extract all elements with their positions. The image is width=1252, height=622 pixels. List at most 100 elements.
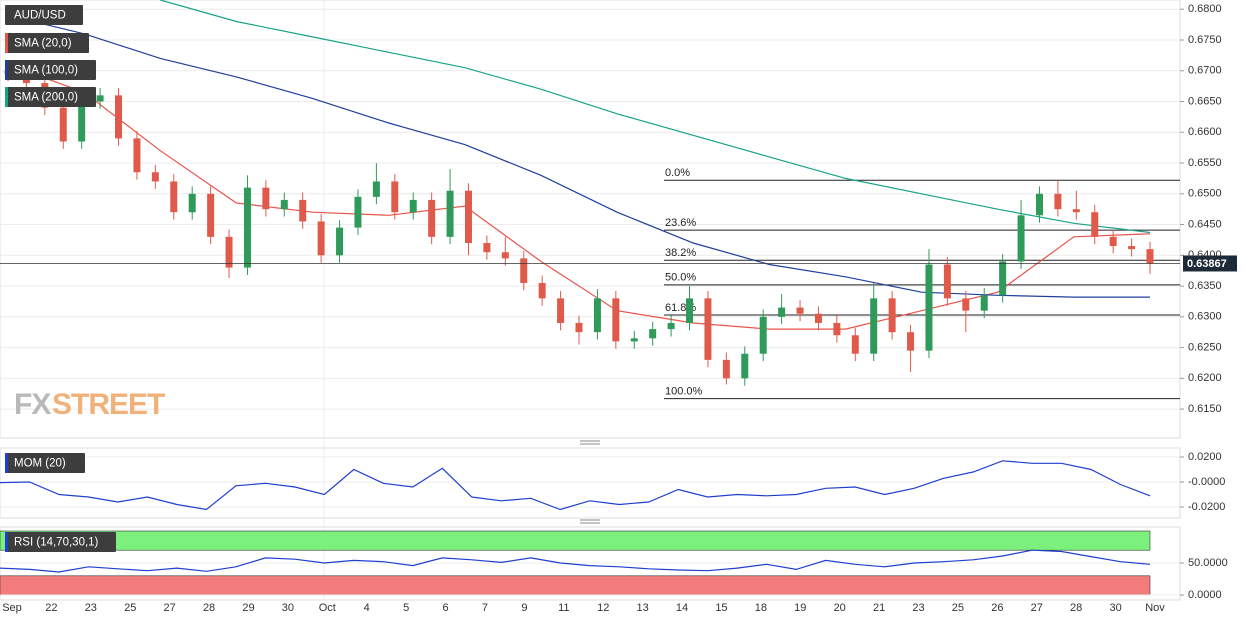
candle-body [538, 282, 546, 299]
indicator-line [0, 460, 1151, 511]
candle-body [778, 307, 786, 317]
legend-entry-box [5, 60, 96, 80]
y-tick-label: 0.6700 [1188, 65, 1222, 77]
x-tick-label: 20 [834, 602, 846, 614]
legend-entry: SMA (100,0) [14, 65, 78, 77]
candle-body [1146, 249, 1154, 264]
y-tick-label: 0.6750 [1188, 34, 1222, 46]
x-tick-label: Oct [319, 602, 336, 614]
y-tick-label: -0.0200 [1188, 501, 1225, 513]
x-tick-label: Nov [1145, 602, 1165, 614]
candle-body [667, 322, 675, 330]
fib-label: 23.6% [665, 217, 696, 229]
candle-body [428, 199, 436, 237]
candle-body [593, 298, 601, 333]
x-tick-label: 4 [364, 602, 370, 614]
candle-body [722, 359, 730, 379]
legend-entry-swatch [5, 33, 8, 53]
sma-line [160, 0, 1151, 234]
y-tick-label: 0.6550 [1188, 157, 1222, 169]
candle-body [575, 322, 583, 333]
legend-title-box [5, 5, 83, 25]
y-tick-label: 0.6600 [1188, 126, 1222, 138]
indicator-title-box [5, 453, 85, 473]
indicator-title-swatch [5, 453, 8, 473]
fib-label: 38.2% [665, 247, 696, 259]
candle-body [483, 242, 491, 253]
last-price-label: 0.63867 [1187, 258, 1227, 270]
candle-body [1017, 215, 1025, 262]
candle-body [170, 181, 178, 213]
y-tick-label: 0.6500 [1188, 188, 1222, 200]
candle-body [151, 172, 159, 182]
x-tick-label: 22 [45, 602, 57, 614]
y-tick-label: 0.6150 [1188, 403, 1222, 415]
x-tick-label: 18 [755, 602, 767, 614]
candle-body [133, 138, 141, 173]
indicator-title: RSI (14,70,30,1) [14, 537, 99, 549]
y-tick-label: 0.6300 [1188, 311, 1222, 323]
candle-body [188, 193, 196, 213]
last-price-box [1183, 255, 1237, 272]
candle-body [741, 353, 749, 379]
x-tick-label: 11 [558, 602, 569, 614]
candle-body [999, 261, 1007, 296]
x-tick-label: 14 [676, 602, 688, 614]
indicator-title: MOM (20) [14, 458, 66, 470]
candle-body [391, 181, 399, 213]
legend-entry-box [5, 87, 96, 107]
x-tick-label: 23 [912, 602, 924, 614]
candle-body [336, 227, 344, 256]
x-tick-label: 15 [715, 602, 727, 614]
candle-body [372, 181, 380, 197]
candle-body [557, 298, 565, 323]
candle-body [814, 313, 822, 323]
x-tick-label: 21 [873, 602, 885, 614]
watermark: STREET [52, 388, 165, 421]
x-tick-label: Sep [2, 602, 22, 614]
candle-body [354, 196, 362, 228]
candle-body [262, 187, 270, 210]
mom-panel [0, 447, 1181, 519]
y-tick-label: 50.0000 [1188, 557, 1228, 569]
x-tick-label: 9 [521, 602, 527, 614]
x-tick-label: 27 [164, 602, 176, 614]
y-tick-label: 0.0000 [1188, 589, 1222, 601]
y-tick-label: -0.0000 [1188, 476, 1225, 488]
y-tick-label: 0.6400 [1188, 249, 1222, 261]
y-tick-label: 0.6250 [1188, 341, 1222, 353]
x-tick-label: 19 [794, 602, 806, 614]
sma-line [7, 64, 1151, 330]
candle-body [1054, 193, 1062, 210]
y-tick-label: 0.6800 [1188, 3, 1222, 15]
legend-entry: SMA (20,0) [14, 38, 72, 50]
candle-body [464, 190, 472, 243]
x-tick-label: 12 [597, 602, 609, 614]
x-tick-label: 29 [242, 602, 254, 614]
legend-entry-box [5, 33, 89, 53]
candle-body [280, 199, 288, 210]
candle-body [980, 295, 988, 311]
x-tick-label: 23 [85, 602, 97, 614]
y-tick-label: 0.6350 [1188, 280, 1222, 292]
candle-body [1109, 236, 1117, 247]
sma-line [7, 14, 1150, 298]
candle-body [317, 221, 325, 256]
candle-body [78, 101, 86, 142]
fib-label: 0.0% [665, 167, 690, 179]
indicator-title-swatch [5, 532, 8, 552]
candle-body [888, 298, 896, 333]
fib-label: 100.0% [665, 386, 703, 398]
candle-body [870, 298, 878, 354]
fib-label: 50.0% [665, 272, 696, 284]
candle-body [1091, 212, 1099, 237]
indicator-line [0, 549, 1151, 573]
x-tick-label: 13 [636, 602, 648, 614]
candle-body [962, 298, 970, 311]
x-tick-label: 7 [482, 602, 488, 614]
candle-body [409, 199, 417, 213]
x-tick-label: 30 [1109, 602, 1121, 614]
legend-entry-swatch [5, 87, 8, 107]
candle-body [796, 307, 804, 314]
